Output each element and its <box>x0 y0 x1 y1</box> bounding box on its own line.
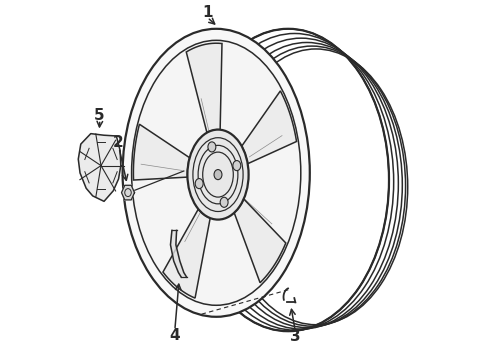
Ellipse shape <box>195 179 203 189</box>
Ellipse shape <box>220 197 228 207</box>
Ellipse shape <box>208 142 216 152</box>
Ellipse shape <box>233 161 241 171</box>
Ellipse shape <box>122 29 310 317</box>
Ellipse shape <box>187 130 248 220</box>
Polygon shape <box>133 124 190 180</box>
Text: 3: 3 <box>290 329 301 344</box>
Ellipse shape <box>214 170 222 180</box>
Polygon shape <box>122 185 134 200</box>
Polygon shape <box>171 230 187 277</box>
Text: 4: 4 <box>170 328 180 343</box>
Text: 1: 1 <box>202 5 213 20</box>
Polygon shape <box>78 134 121 201</box>
Polygon shape <box>186 43 222 132</box>
Polygon shape <box>163 209 210 298</box>
Text: 5: 5 <box>94 108 104 123</box>
Polygon shape <box>242 91 296 164</box>
Ellipse shape <box>132 40 301 305</box>
Text: 2: 2 <box>113 135 123 150</box>
Polygon shape <box>234 199 286 283</box>
